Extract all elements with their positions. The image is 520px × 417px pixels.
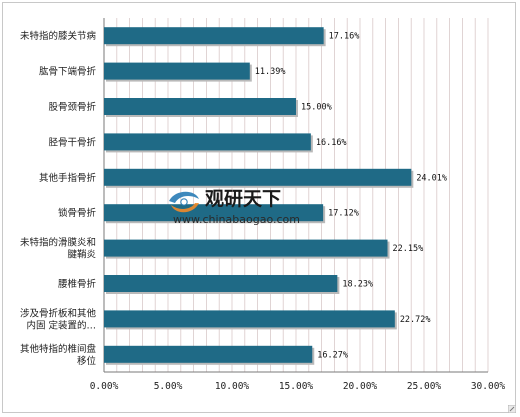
tick-label-layer: 0.00% 5.00% 10.00% 15.00% 20.00% 25.00% 30.00% — [90, 381, 506, 392]
corner-badge-icon — [508, 405, 516, 413]
chart-frame — [2, 2, 516, 413]
x-tick-label: 10.00% — [215, 381, 250, 392]
category-label: 锁骨骨折 — [58, 207, 97, 219]
bar — [104, 98, 296, 115]
category-label: 涉及骨折板和其他内固 定装置的… — [20, 307, 97, 331]
bar — [104, 62, 250, 80]
category-label-line: 锁骨骨折 — [58, 207, 97, 219]
bar — [104, 310, 395, 328]
data-label: 15.00% — [301, 103, 332, 113]
data-label: 18.23% — [342, 280, 373, 290]
category-label-line: 移位 — [77, 355, 97, 367]
category-label-layer: 未特指的膝关节病肱骨下端骨折股骨颈骨折胫骨干骨折其他手指骨折锁骨骨折未特指的滑膜… — [20, 30, 97, 367]
category-label-line: 内固 定装置的… — [26, 319, 96, 331]
data-label: 17.16% — [329, 32, 360, 42]
category-label-line: 其他手指骨折 — [39, 172, 97, 184]
x-tick-label: 0.00% — [90, 381, 119, 392]
category-label: 胫骨干骨折 — [48, 136, 96, 148]
watermark-brand: 观研天下 — [205, 188, 281, 210]
bar — [104, 345, 313, 363]
data-label: 16.27% — [317, 350, 348, 360]
x-tick-label: 5.00% — [154, 381, 183, 392]
data-label: 16.16% — [316, 138, 347, 148]
category-label-line: 其他特指的椎间盘 — [20, 343, 97, 355]
bar — [104, 27, 324, 45]
data-label: 22.15% — [393, 244, 424, 254]
data-label: 11.39% — [255, 67, 286, 77]
category-label-line: 胫骨干骨折 — [48, 136, 96, 148]
x-tick-label: 20.00% — [343, 381, 378, 392]
category-label-line: 未特指的膝关节病 — [20, 30, 97, 42]
category-label: 其他特指的椎间盘移位 — [20, 343, 97, 367]
watermark-url: www.chinabaogao.com — [173, 213, 300, 226]
swirl-logo-icon — [169, 191, 199, 213]
category-label: 腰椎骨折 — [58, 278, 97, 290]
data-label: 22.72% — [400, 315, 431, 325]
bar-layer: 17.16% 11.39% 15.00% 16.16% 24.01% 17.12% 22.1… — [104, 27, 447, 365]
category-label-line: 肱骨下端骨折 — [39, 66, 97, 78]
category-label: 股骨颈骨折 — [48, 101, 96, 113]
bar — [104, 239, 388, 257]
x-tick-label: 25.00% — [407, 381, 442, 392]
data-label: 24.01% — [416, 173, 447, 183]
category-label-line: 涉及骨折板和其他 — [20, 307, 97, 319]
watermark: 观研天下 www.chinabaogao.com — [169, 188, 300, 226]
category-label-line: 股骨颈骨折 — [48, 101, 96, 113]
data-label: 17.12% — [328, 209, 359, 219]
category-label-line: 腱鞘炎 — [67, 249, 96, 261]
category-label-line: 未特指的滑膜炎和 — [20, 237, 96, 249]
x-tick-label: 30.00% — [471, 381, 506, 392]
category-label: 其他手指骨折 — [39, 172, 97, 184]
bar — [104, 133, 311, 151]
bar — [104, 204, 324, 222]
category-label: 肱骨下端骨折 — [39, 66, 97, 78]
category-label-line: 腰椎骨折 — [58, 278, 97, 290]
category-label: 未特指的膝关节病 — [20, 30, 97, 42]
bar — [104, 168, 412, 186]
bar — [104, 275, 338, 292]
category-label: 未特指的滑膜炎和腱鞘炎 — [20, 237, 97, 261]
x-tick-label: 15.00% — [279, 381, 314, 392]
